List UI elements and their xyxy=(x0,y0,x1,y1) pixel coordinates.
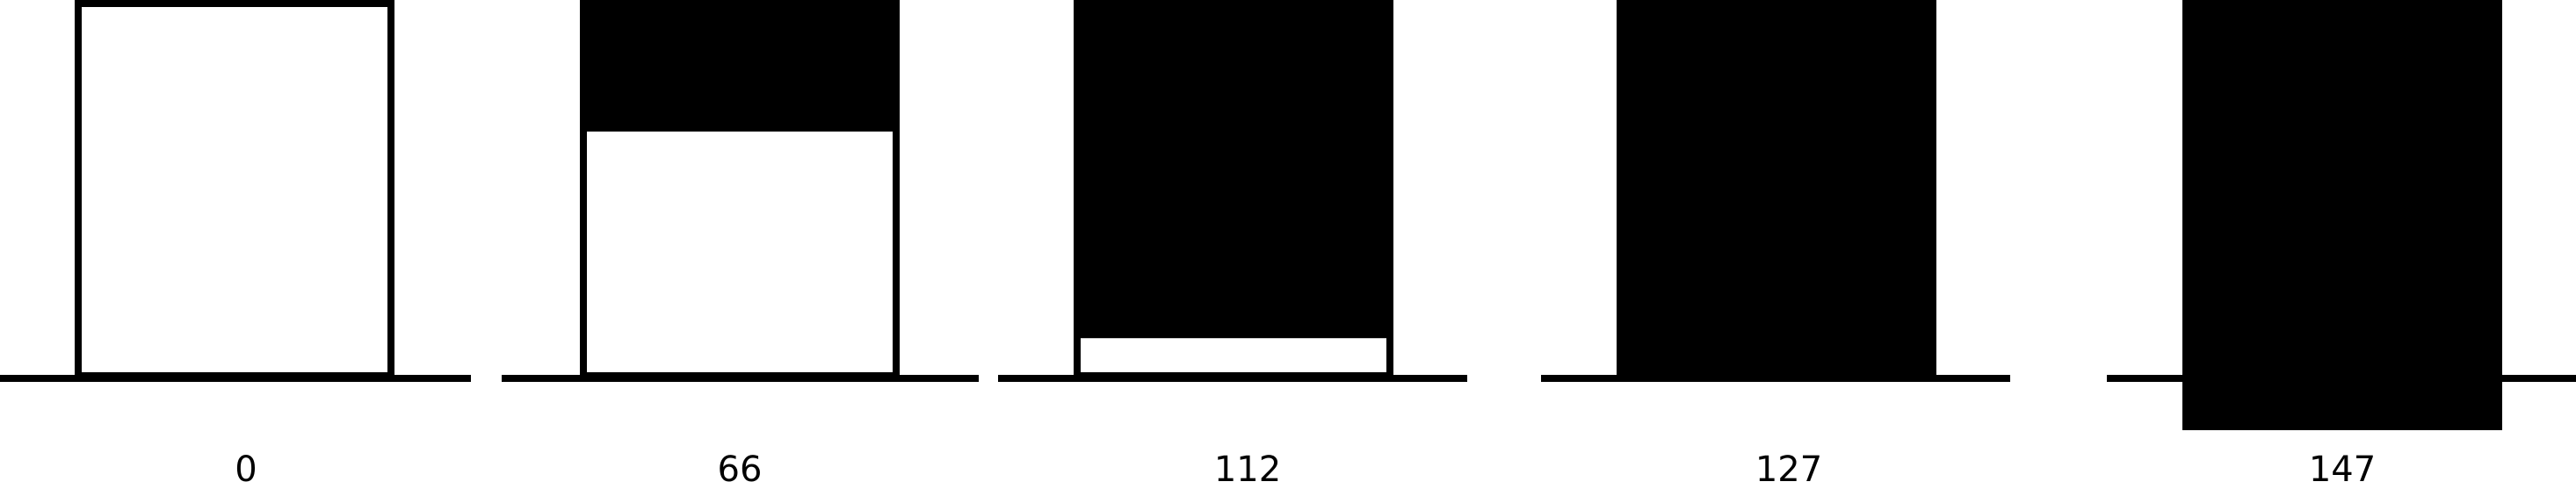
container-outline xyxy=(78,4,391,376)
overflow-block xyxy=(2182,376,2502,430)
panel-4: 127 xyxy=(1541,0,2010,489)
value-label: 0 xyxy=(235,449,257,489)
value-label: 112 xyxy=(1214,449,1281,489)
panel-2: 66 xyxy=(502,0,979,489)
panel-1: 0 xyxy=(0,4,471,489)
fill-level xyxy=(583,0,896,132)
value-label: 66 xyxy=(718,449,763,489)
fill-level xyxy=(2186,0,2499,376)
fill-level xyxy=(1077,0,1390,338)
fill-level xyxy=(1620,0,1933,376)
panel-5: 147 xyxy=(2107,0,2576,489)
panel-3: 112 xyxy=(998,0,1467,489)
value-label: 127 xyxy=(1755,449,1822,489)
value-label: 147 xyxy=(2309,449,2376,489)
